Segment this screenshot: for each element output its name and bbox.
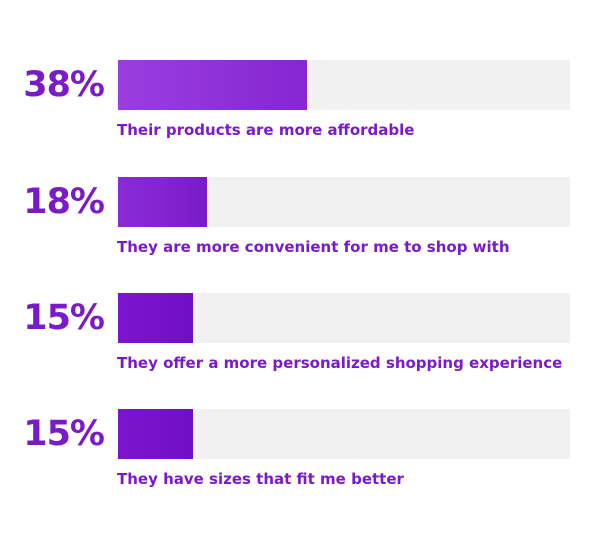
- category-label-affordable: Their products are more affordable: [117, 121, 415, 139]
- bar-row-affordable: 38% Their products are more affordable: [0, 60, 600, 150]
- bar-convenient: [118, 177, 208, 227]
- bar-personalized: [118, 293, 193, 343]
- bar-row-convenient: 18% They are more convenient for me to s…: [0, 177, 600, 267]
- bar-row-sizes: 15% They have sizes that fit me better: [0, 409, 600, 499]
- value-label-personalized: 15%: [23, 298, 105, 338]
- bar-sizes: [118, 409, 193, 459]
- bar-track-convenient: [118, 177, 570, 227]
- value-label-convenient: 18%: [23, 182, 105, 222]
- value-label-affordable: 38%: [23, 65, 105, 105]
- bar-row-personalized: 15% They offer a more personalized shopp…: [0, 293, 600, 383]
- bar-track-affordable: [118, 60, 570, 110]
- category-label-convenient: They are more convenient for me to shop …: [117, 238, 510, 256]
- category-label-personalized: They offer a more personalized shopping …: [117, 354, 563, 372]
- bar-track-personalized: [118, 293, 570, 343]
- bar-affordable: [118, 60, 307, 110]
- bar-track-sizes: [118, 409, 570, 459]
- value-label-sizes: 15%: [23, 414, 105, 454]
- category-label-sizes: They have sizes that fit me better: [117, 470, 404, 488]
